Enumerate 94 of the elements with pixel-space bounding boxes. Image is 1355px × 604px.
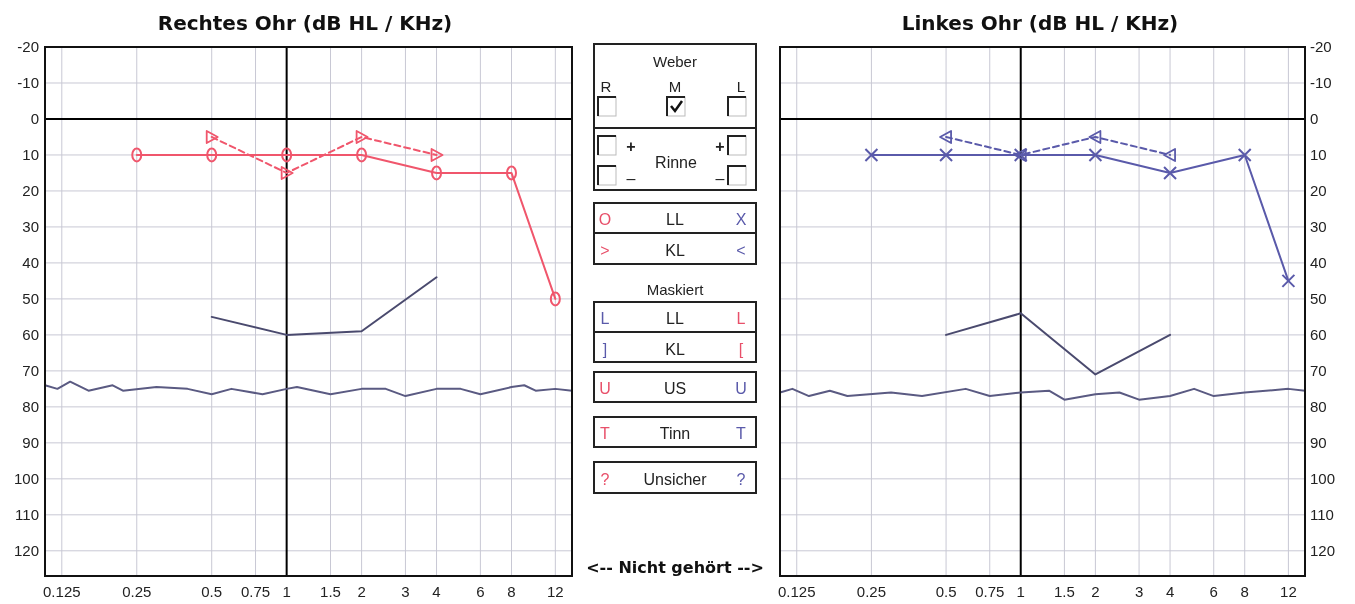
- text: ?: [600, 471, 610, 488]
- y-tick-label: 10: [22, 145, 39, 163]
- text: U: [599, 380, 611, 397]
- text: L: [600, 310, 610, 327]
- x-tick-label: 2: [1091, 583, 1100, 600]
- y2-tick-label: 80: [1310, 397, 1327, 415]
- x-tick-label: 6: [1209, 583, 1218, 600]
- y-tick-label: 60: [22, 325, 39, 343]
- text: ?: [736, 471, 746, 488]
- text: US: [663, 380, 687, 397]
- x-tick-label: 0.5: [201, 583, 223, 600]
- text: >: [600, 242, 610, 259]
- x-tick-label: 1: [282, 583, 291, 600]
- text: ]: [602, 341, 608, 358]
- y2-tick-label: 120: [1310, 541, 1336, 559]
- y-tick-label: 40: [22, 253, 39, 271]
- y-tick-label: 90: [22, 433, 39, 451]
- y2-tick-label: 100: [1310, 469, 1336, 487]
- y-tick-label: 0: [30, 109, 39, 127]
- y2-tick-label: 60: [1310, 325, 1327, 343]
- text: <-- Nicht gehört -->: [586, 558, 764, 577]
- x-tick-label: 0.125: [43, 583, 81, 600]
- text: +: [626, 138, 636, 155]
- y-tick-label: 50: [22, 289, 39, 307]
- text: U: [735, 380, 747, 397]
- y-tick-label: -10: [17, 73, 39, 91]
- x-tick-label: 1.5: [1053, 583, 1075, 600]
- text: <: [736, 242, 746, 259]
- text: Maskiert: [646, 281, 705, 298]
- y2-tick-label: 110: [1310, 505, 1334, 523]
- point: [1237, 147, 1252, 162]
- point: [1163, 165, 1178, 180]
- text: R: [600, 78, 612, 95]
- x-tick-label: 12: [1280, 583, 1297, 600]
- text: X: [735, 211, 747, 228]
- point: [939, 147, 954, 162]
- x-tick-label: 0.25: [856, 583, 887, 600]
- y2-tick-label: 0: [1310, 109, 1319, 127]
- y2-tick-label: -10: [1310, 73, 1332, 91]
- text: LL: [666, 310, 684, 327]
- text: L: [736, 310, 746, 327]
- y-tick-label: 30: [22, 217, 39, 235]
- x-tick-label: 3: [401, 583, 410, 600]
- text: L: [736, 78, 746, 95]
- x-tick-label: 0.125: [777, 583, 816, 600]
- x-tick-label: 1.5: [320, 583, 341, 600]
- text: [: [738, 341, 744, 358]
- y-tick-label: 120: [13, 541, 39, 559]
- point: [864, 147, 879, 162]
- text: LL: [666, 211, 684, 228]
- y-tick-label: 20: [22, 181, 39, 199]
- line-series: [210, 276, 438, 336]
- text: +: [715, 138, 725, 155]
- text: KL: [665, 341, 685, 358]
- text: M: [668, 78, 682, 95]
- text: Unsicher: [643, 471, 708, 488]
- text: T: [736, 425, 747, 442]
- x-tick-label: 8: [1240, 583, 1249, 600]
- text: T: [600, 425, 611, 442]
- chart-title: Linkes Ohr (dB HL / KHz): [901, 11, 1179, 35]
- y2-tick-label: 70: [1310, 361, 1327, 379]
- y-tick-label: 80: [22, 397, 39, 415]
- text: Rinne: [655, 154, 697, 171]
- text: –: [715, 170, 725, 187]
- x-tick-label: 0.25: [122, 583, 152, 600]
- chart-title: Rechtes Ohr (dB HL / KHz): [157, 11, 453, 35]
- x-tick-label: 4: [432, 583, 441, 600]
- y2-tick-label: 30: [1310, 217, 1327, 235]
- text: –: [626, 170, 636, 187]
- y2-tick-label: 50: [1310, 289, 1327, 307]
- x-tick-label: 0.75: [240, 583, 271, 600]
- point: [1088, 147, 1103, 162]
- y-tick-label: 100: [13, 469, 39, 487]
- x-tick-label: 4: [1165, 583, 1175, 600]
- x-tick-label: 3: [1134, 583, 1144, 600]
- y-tick-label: 110: [15, 505, 39, 523]
- x-tick-label: 1: [1016, 583, 1025, 600]
- x-tick-label: 8: [507, 583, 516, 600]
- y2-tick-label: 40: [1310, 253, 1327, 271]
- x-tick-label: 6: [476, 583, 485, 600]
- y2-tick-label: 90: [1310, 433, 1327, 451]
- text: Weber: [653, 53, 697, 70]
- text: KL: [665, 242, 685, 259]
- x-tick-label: 2: [357, 583, 366, 600]
- text: O: [598, 211, 612, 228]
- x-tick-label: 12: [546, 583, 564, 600]
- y-tick-label: -20: [17, 38, 39, 55]
- x-tick-label: 0.5: [935, 583, 957, 600]
- x-tick-label: 0.75: [975, 583, 1005, 600]
- y2-tick-label: 10: [1310, 145, 1327, 163]
- y2-tick-label: 20: [1310, 181, 1327, 199]
- y2-tick-label: -20: [1310, 38, 1332, 55]
- y-tick-label: 70: [22, 361, 39, 379]
- text: Tinn: [659, 425, 691, 442]
